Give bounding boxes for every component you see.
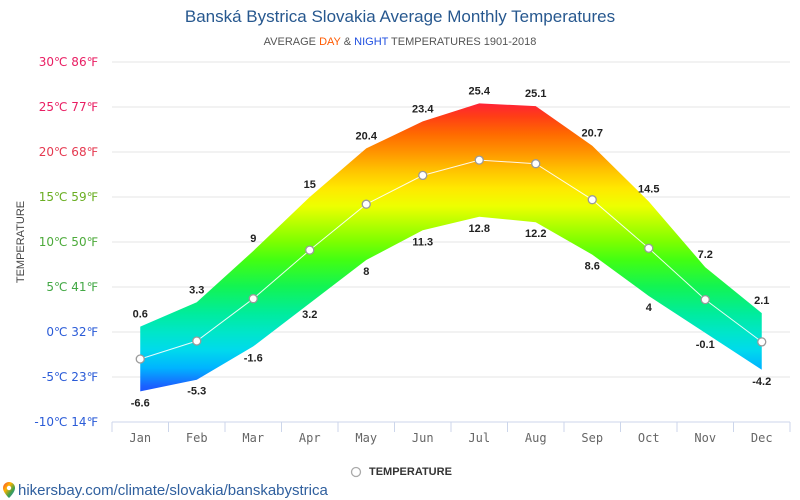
y-tick-label: 30℃ 86℉	[39, 55, 98, 69]
temperature-series-line	[140, 159, 763, 360]
day-value-label: 3.3	[189, 284, 204, 296]
legend-label: TEMPERATURE	[369, 466, 452, 478]
x-tick-label: Feb	[186, 431, 208, 445]
temperature-point	[192, 336, 202, 346]
map-pin-icon	[3, 482, 15, 498]
temperature-point	[531, 159, 541, 169]
temperature-point	[700, 294, 710, 305]
day-value-label: 25.1	[525, 88, 546, 100]
day-value-label: 7.2	[698, 249, 713, 261]
value-labels: 0.6 3.3 9 15 20.4 23.4 25.4 25.1 20.7 14.5 7.2 2.1 -…	[131, 85, 771, 409]
night-value-label: 12.8	[469, 223, 490, 235]
y-tick-label: 25℃ 77℉	[39, 100, 98, 114]
chart-title: Banská Bystrica Slovakia Average Monthly…	[184, 7, 616, 26]
subtitle-day: DAY	[319, 36, 341, 48]
legend-item-temperature[interactable]: TEMPERATURE	[350, 466, 452, 478]
source-link[interactable]: hikersbay.com/climate/slovakia/banskabys…	[18, 481, 328, 499]
temperature-point	[248, 294, 258, 304]
chart-subtitle: AVERAGE DAY & NIGHT TEMPERATURES 1901-20…	[0, 35, 800, 49]
x-tick-label: Jan	[129, 431, 151, 445]
night-value-label: -0.1	[696, 339, 715, 351]
day-value-label: 23.4	[412, 103, 434, 115]
x-tick-label: Nov	[694, 431, 716, 445]
night-value-label: 4	[646, 302, 653, 314]
x-tick-label: Jul	[468, 431, 490, 445]
legend-marker	[350, 466, 362, 478]
temperature-series	[135, 155, 767, 364]
temperature-point	[587, 195, 597, 205]
temperature-point	[361, 199, 371, 209]
temperature-point	[305, 245, 315, 255]
y-tick-label: 15℃ 59℉	[39, 190, 98, 204]
subtitle-middle: &	[343, 36, 352, 48]
y-tick-label: -5℃ 23℉	[42, 370, 98, 384]
source-footer: hikersbay.com/climate/slovakia/banskabys…	[3, 480, 328, 500]
night-value-label: -6.6	[131, 397, 150, 409]
temperature-point	[644, 243, 654, 253]
night-value-label: 12.2	[525, 228, 546, 240]
day-value-label: 9	[250, 233, 256, 245]
x-tick-label: Mar	[242, 431, 264, 445]
day-value-label: 20.4	[356, 130, 378, 142]
day-value-label: 2.1	[754, 295, 769, 307]
day-value-label: 14.5	[638, 184, 659, 196]
temperature-point	[757, 337, 767, 347]
x-tick-label: Jun	[412, 431, 434, 445]
y-tick-label: 5℃ 41℉	[46, 280, 98, 294]
x-tick-label: May	[355, 431, 377, 445]
day-value-label: 20.7	[582, 128, 603, 140]
x-tick-label: Oct	[638, 431, 660, 445]
night-value-label: 8	[363, 266, 369, 278]
y-tick-label: 20℃ 68℉	[39, 145, 98, 159]
night-value-label: 8.6	[585, 261, 600, 273]
subtitle-start: AVERAGE	[263, 36, 317, 48]
night-value-label: 3.2	[302, 309, 317, 321]
x-tick-label: Aug	[525, 431, 547, 445]
night-value-label: -5.3	[187, 386, 206, 398]
temperature-point	[135, 354, 145, 364]
night-value-label: 11.3	[412, 236, 433, 248]
day-night-range-band	[140, 103, 762, 392]
x-tick-label: Sep	[581, 431, 603, 445]
legend: TEMPERATURE	[350, 466, 452, 478]
night-value-label: -4.2	[752, 376, 771, 388]
subtitle-end: TEMPERATURES 1901-2018	[391, 36, 537, 48]
y-tick-label: -10℃ 14℉	[34, 415, 98, 429]
x-tick-label: Apr	[299, 431, 321, 445]
day-value-label: 0.6	[133, 309, 148, 321]
x-axis: Jan Feb Mar Apr May Jun Jul Aug Sep Oct Nov Dec	[111, 421, 791, 445]
subtitle-night: NIGHT	[354, 36, 389, 48]
y-axis: TEMPERATURE 30℃ 86℉ 25℃ 77℉ 20℃ 68℉ 15℃ 59℉…	[15, 55, 98, 429]
day-value-label: 15	[304, 179, 316, 191]
day-night-band-layer	[140, 103, 762, 392]
temperature-point	[474, 155, 484, 165]
x-tick-label: Dec	[751, 431, 773, 445]
y-axis-title: TEMPERATURE	[15, 201, 27, 283]
day-value-label: 25.4	[469, 85, 491, 97]
night-value-label: -1.6	[244, 352, 263, 364]
temperature-point	[418, 170, 428, 181]
y-tick-label: 0℃ 32℉	[46, 325, 98, 339]
y-tick-label: 10℃ 50℉	[39, 235, 98, 249]
